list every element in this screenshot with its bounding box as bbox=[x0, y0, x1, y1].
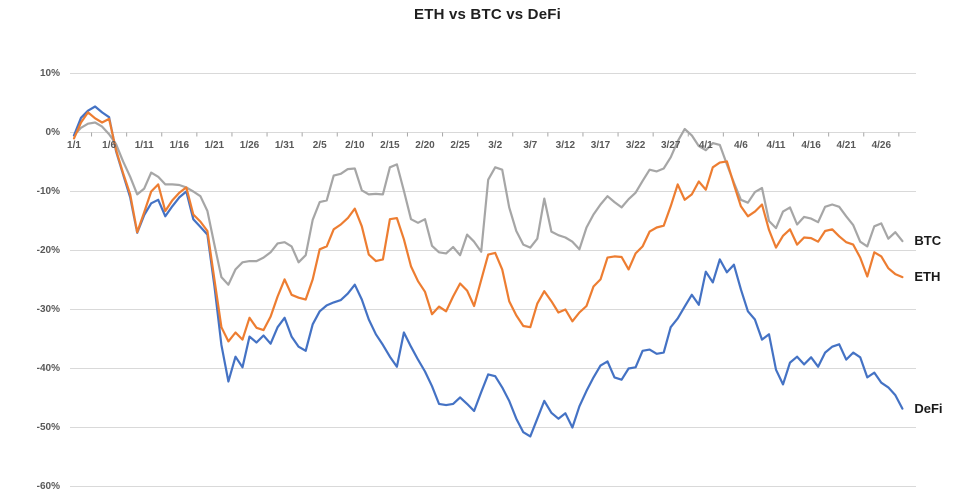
x-axis-label: 3/27 bbox=[660, 139, 681, 151]
y-axis-label: -30% bbox=[36, 303, 60, 315]
x-axis-label: 4/26 bbox=[871, 139, 892, 151]
series-line-eth bbox=[72, 111, 904, 343]
x-axis-label: 2/15 bbox=[380, 139, 400, 151]
x-axis-label: 4/16 bbox=[801, 139, 821, 151]
x-axis-label: 2/25 bbox=[450, 139, 470, 151]
y-axis-label: -20% bbox=[36, 244, 60, 256]
chart-title: ETH vs BTC vs DeFi bbox=[414, 6, 561, 23]
y-axis-label: 0% bbox=[45, 126, 60, 138]
x-axis-label: 4/11 bbox=[766, 139, 786, 151]
x-axis-label: 2/5 bbox=[312, 139, 327, 151]
x-axis-label: 1/16 bbox=[169, 139, 190, 151]
x-axis-label: 3/12 bbox=[555, 139, 576, 151]
x-axis-label: 4/6 bbox=[733, 139, 748, 151]
x-axis-label: 3/2 bbox=[488, 139, 503, 151]
x-axis-label: 3/22 bbox=[625, 139, 646, 151]
x-axis-label: 1/6 bbox=[102, 139, 117, 151]
series-label-btc: BTC bbox=[914, 233, 942, 249]
x-axis-label: 1/26 bbox=[239, 139, 260, 151]
y-axis-label: 10% bbox=[39, 67, 60, 79]
x-axis-label: 4/1 bbox=[698, 139, 713, 151]
series-label-eth: ETH bbox=[914, 269, 941, 285]
x-axis-label: 2/20 bbox=[415, 139, 435, 151]
x-axis-label: 3/17 bbox=[590, 139, 611, 151]
series-line-defi bbox=[72, 105, 904, 438]
y-axis-label: -60% bbox=[36, 480, 60, 492]
y-axis-label: -10% bbox=[36, 185, 60, 197]
x-axis-label: 4/21 bbox=[836, 139, 856, 151]
x-axis-label: 1/21 bbox=[204, 139, 225, 151]
y-axis-label: -50% bbox=[36, 421, 60, 433]
x-axis-label: 1/1 bbox=[67, 139, 81, 151]
x-axis-label: 1/11 bbox=[134, 139, 154, 151]
x-axis-label: 2/10 bbox=[345, 139, 365, 151]
y-axis-label: -40% bbox=[36, 362, 60, 374]
series-label-defi: DeFi bbox=[914, 400, 943, 416]
x-axis-label: 3/7 bbox=[523, 139, 538, 151]
series-line-btc bbox=[72, 121, 904, 286]
x-axis-label: 1/31 bbox=[274, 139, 295, 151]
